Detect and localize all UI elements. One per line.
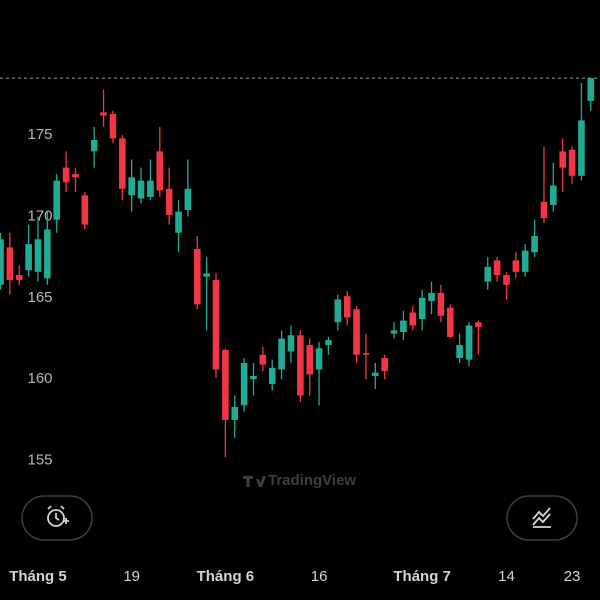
candle-body — [109, 113, 117, 139]
candle-body — [240, 362, 248, 406]
y-tick-label: 155 — [27, 452, 52, 469]
candle-body — [456, 345, 463, 359]
candle-body — [175, 211, 182, 233]
candle-body — [381, 358, 388, 372]
button-frame[interactable] — [506, 495, 578, 541]
candle-body — [465, 325, 473, 360]
alert-button[interactable] — [21, 495, 93, 541]
candle-body — [390, 330, 398, 334]
alert-icon[interactable] — [47, 505, 69, 527]
candle-body — [6, 247, 14, 280]
candle-body — [521, 250, 529, 272]
candle-body — [428, 292, 435, 302]
candle-body — [184, 188, 192, 210]
candle-body — [268, 367, 276, 385]
candle-body — [44, 229, 51, 279]
candle-body — [550, 185, 557, 206]
candle-body — [493, 260, 501, 276]
candle-body — [119, 138, 126, 189]
y-tick-label: 170 — [27, 207, 52, 224]
candle-body — [362, 353, 370, 355]
watermark-text: TradingView — [268, 472, 356, 489]
candle-body — [334, 299, 342, 323]
candle-body — [212, 279, 220, 370]
y-tick-label: 160 — [27, 370, 52, 387]
x-tick-label: 23 — [564, 568, 581, 585]
x-tick-label: 19 — [123, 568, 140, 585]
candle-body — [62, 167, 70, 183]
candle-body — [315, 348, 323, 370]
candle-body — [222, 349, 229, 420]
candle-body — [203, 273, 210, 277]
x-tick-label: 14 — [498, 568, 515, 585]
candle-body — [147, 180, 154, 197]
candle-body — [231, 406, 239, 420]
candle-body — [165, 188, 173, 215]
candle-body — [503, 275, 510, 285]
candle-body — [193, 249, 201, 305]
candle-body — [306, 345, 314, 375]
candle-body — [128, 177, 135, 196]
candle-body — [372, 372, 379, 376]
candle-body — [250, 375, 257, 380]
candle-body — [559, 151, 566, 168]
y-tick-label: 165 — [27, 289, 52, 306]
candle-body — [34, 239, 42, 272]
x-tick-label: Tháng 7 — [393, 568, 451, 585]
candle-body — [90, 139, 98, 152]
candle-body — [343, 296, 351, 318]
candle-body — [409, 312, 417, 326]
indicator-icon[interactable] — [532, 507, 551, 528]
candle-body — [587, 78, 595, 101]
candle-body — [484, 266, 492, 282]
candle-body — [540, 201, 548, 219]
candle-body — [531, 235, 538, 253]
watermark: TradingView — [243, 472, 356, 489]
candle-body — [81, 195, 89, 225]
candle-body — [15, 275, 23, 280]
candle-body — [400, 320, 407, 333]
candle-body — [297, 335, 304, 396]
indicator-button[interactable] — [506, 495, 578, 541]
candle-body — [446, 307, 454, 337]
candle-body — [72, 174, 79, 178]
candle-body — [287, 335, 295, 352]
candle-body — [512, 260, 520, 272]
candle-body — [325, 340, 332, 346]
candle-body — [475, 322, 482, 328]
candle-body — [278, 338, 285, 370]
candle-body — [156, 151, 164, 191]
x-tick-label: 16 — [311, 568, 328, 585]
candle-body — [137, 180, 145, 199]
x-tick-label: Tháng 5 — [9, 568, 67, 585]
candle-body — [100, 112, 107, 116]
x-tick-label: Tháng 6 — [197, 568, 255, 585]
candle-body — [353, 309, 360, 355]
candle-body — [578, 120, 585, 176]
candle-body — [259, 354, 267, 365]
candle-body — [53, 180, 61, 220]
y-tick-label: 175 — [27, 126, 52, 143]
candle-body — [437, 292, 445, 316]
candle-body — [418, 297, 426, 320]
candle-body — [0, 239, 4, 285]
candle-body — [568, 149, 576, 176]
candle-body — [25, 244, 32, 271]
